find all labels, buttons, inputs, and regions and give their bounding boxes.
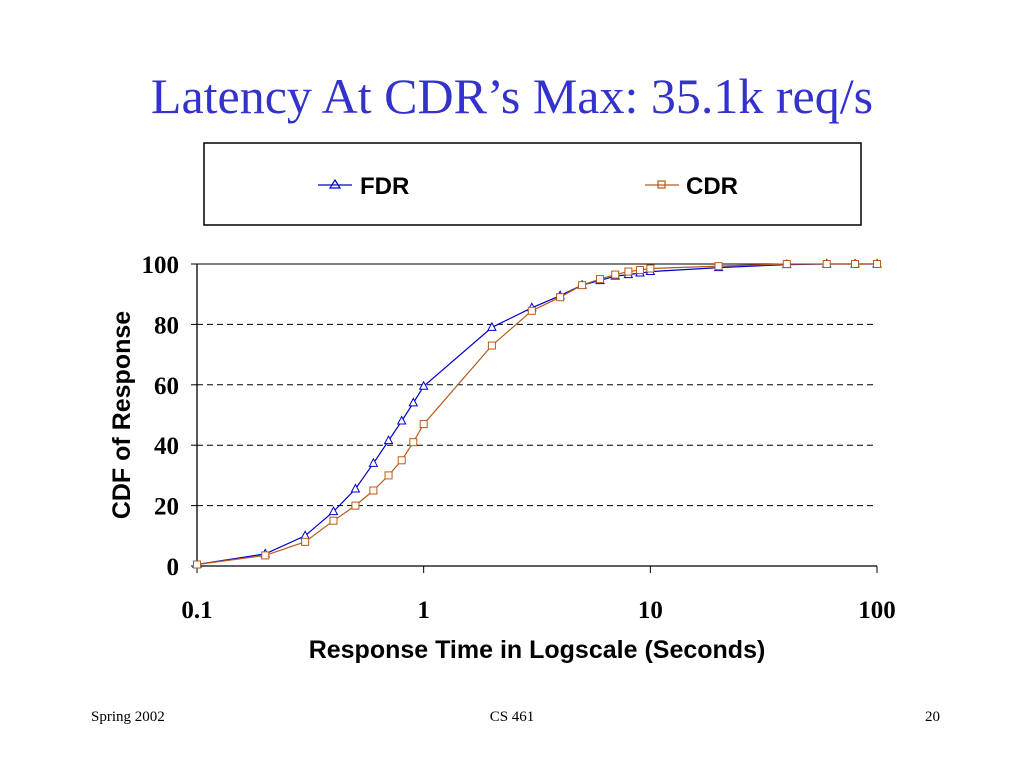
data-point-cdr bbox=[611, 270, 620, 279]
data-point-cdr bbox=[714, 262, 723, 271]
y-tick-label: 60 bbox=[154, 373, 179, 400]
data-point-cdr bbox=[301, 537, 310, 546]
data-point-cdr bbox=[635, 266, 644, 275]
data-point-fdr bbox=[300, 530, 310, 540]
data-point-fdr bbox=[418, 380, 429, 390]
data-point-cdr bbox=[329, 516, 338, 525]
data-point-fdr bbox=[487, 321, 497, 331]
x-axis-label: Response Time in Logscale (Seconds) bbox=[309, 636, 766, 664]
footer-date: Spring 2002 bbox=[91, 709, 165, 725]
y-tick-label: 80 bbox=[154, 312, 179, 339]
series-line-cdr bbox=[196, 263, 877, 566]
data-point-fdr bbox=[328, 506, 339, 516]
y-tick-label: 100 bbox=[142, 252, 180, 279]
data-point-cdr bbox=[351, 501, 360, 510]
x-tick-label: 10 bbox=[638, 597, 663, 624]
data-point-cdr bbox=[384, 471, 393, 480]
legend-label: CDR bbox=[686, 173, 738, 200]
data-point-cdr bbox=[646, 264, 655, 273]
data-point-cdr bbox=[851, 260, 860, 268]
data-point-fdr bbox=[350, 483, 361, 493]
legend-label: FDR bbox=[360, 173, 409, 200]
legend-box bbox=[203, 142, 862, 226]
plot-area: 0 20 40 60 80 100 0.1 1 10 100 bbox=[142, 252, 896, 624]
data-point-fdr bbox=[368, 457, 379, 467]
y-tick-label: 40 bbox=[154, 433, 179, 460]
y-axis-label: CDF of Response bbox=[108, 311, 136, 519]
data-point-cdr bbox=[261, 551, 270, 560]
data-point-cdr bbox=[624, 267, 633, 276]
footer-course: CS 461 bbox=[489, 709, 535, 725]
square-marker-icon bbox=[657, 180, 666, 189]
data-point-cdr bbox=[409, 438, 418, 447]
y-tick-label: 20 bbox=[154, 494, 179, 521]
data-point-cdr bbox=[556, 293, 565, 302]
footer-page-number: 20 bbox=[925, 709, 940, 725]
data-point-cdr bbox=[397, 456, 406, 465]
x-tick-label: 0.1 bbox=[181, 597, 212, 624]
x-tick-label: 1 bbox=[417, 597, 430, 624]
x-tick-label: 100 bbox=[858, 597, 896, 624]
data-point-cdr bbox=[873, 260, 881, 268]
data-point-cdr bbox=[822, 260, 831, 268]
legend-fdr: FDR bbox=[318, 173, 409, 200]
chart: FDR CDR 0 20 40 60 80 100 0.1 1 10 100 Response T… bbox=[108, 142, 896, 664]
data-point-cdr bbox=[596, 275, 605, 284]
data-point-fdr bbox=[408, 397, 419, 407]
series-line-fdr bbox=[196, 263, 877, 566]
data-point-cdr bbox=[578, 281, 587, 290]
data-point-cdr bbox=[193, 560, 201, 569]
data-point-cdr bbox=[369, 486, 378, 495]
data-point-cdr bbox=[527, 306, 536, 315]
data-point-cdr bbox=[782, 260, 791, 268]
slide-title: Latency At CDR’s Max: 35.1k req/s bbox=[150, 68, 874, 124]
y-tick-label: 0 bbox=[167, 554, 180, 581]
data-point-cdr bbox=[419, 420, 428, 429]
legend-cdr: CDR bbox=[645, 173, 738, 200]
data-point-cdr bbox=[487, 341, 496, 350]
triangle-marker-icon bbox=[328, 178, 342, 189]
data-point-fdr bbox=[383, 435, 394, 445]
data-point-fdr bbox=[396, 415, 407, 425]
